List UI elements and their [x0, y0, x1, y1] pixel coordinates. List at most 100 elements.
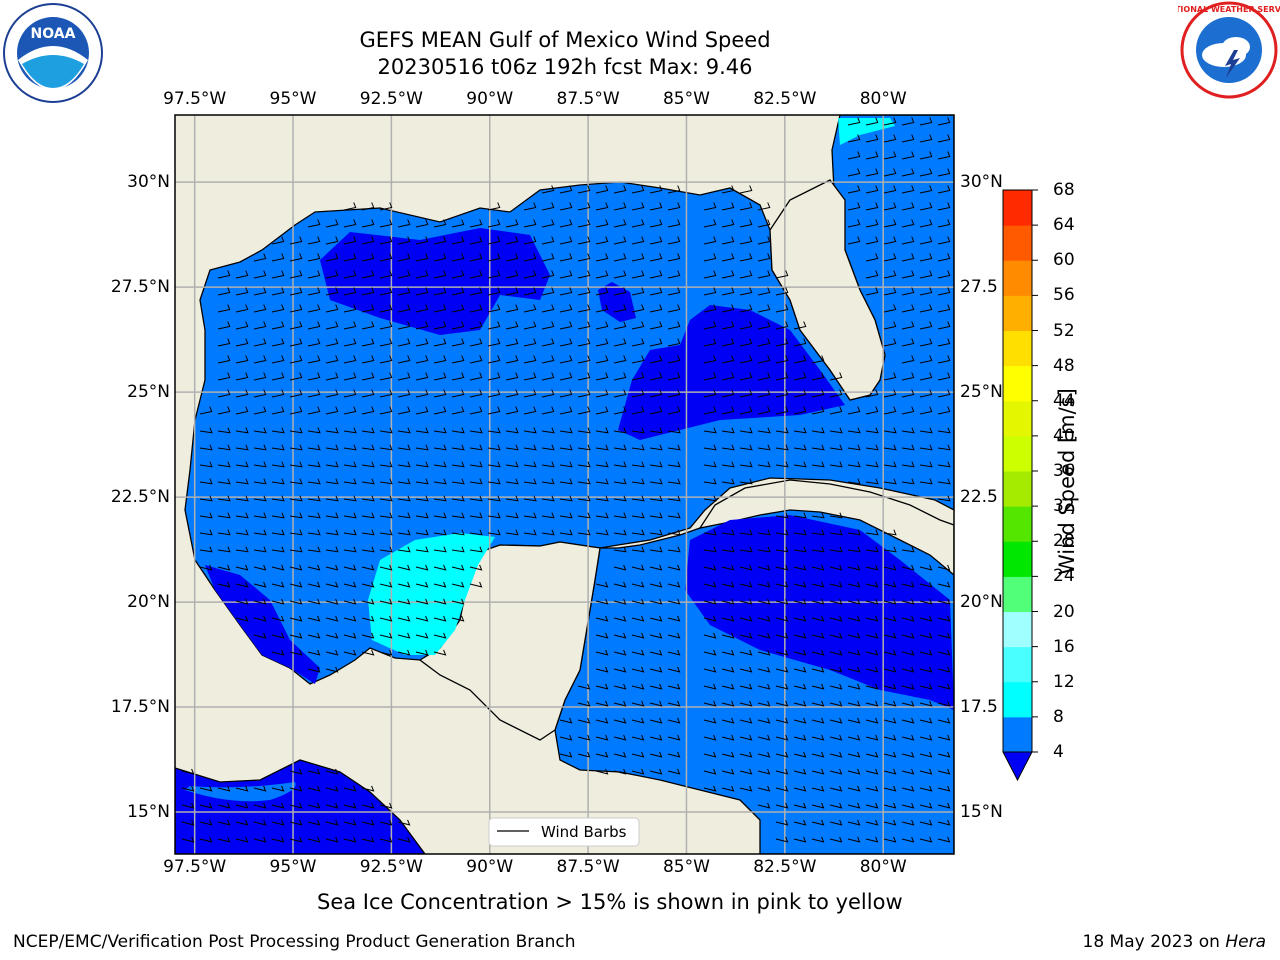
wind-barb [289, 372, 303, 381]
wind-barb [667, 495, 681, 502]
wind-barb [217, 581, 231, 588]
wind-barb [901, 785, 915, 792]
colorbar-tick-label: 52 [1053, 320, 1075, 341]
wind-barb [793, 546, 807, 553]
wind-barb [541, 185, 555, 194]
wind-barb [415, 615, 429, 622]
wind-barb [739, 321, 753, 330]
wind-barb [217, 785, 231, 792]
wind-barb [847, 478, 861, 485]
wind-barb [451, 478, 465, 485]
wind-barb [919, 836, 933, 843]
wind-barb [307, 802, 321, 809]
wind-barb [829, 683, 843, 690]
wind-barb [811, 615, 825, 622]
wind-barb [721, 478, 735, 485]
wind-barb [721, 355, 735, 364]
wind-barb [631, 202, 645, 211]
wind-barb [505, 478, 519, 485]
wind-barb [667, 546, 681, 553]
wind-barb [739, 564, 753, 571]
wind-barb [361, 338, 375, 347]
wind-barb [649, 321, 663, 330]
wind-barb [235, 372, 249, 381]
wind-barb [739, 751, 753, 758]
wind-barb [253, 819, 267, 826]
wind-barb [919, 202, 933, 211]
wind-barb [901, 236, 915, 245]
wind-barb [937, 461, 951, 468]
wind-barb [847, 717, 861, 724]
wind-barb [649, 683, 663, 690]
wind-barb [271, 478, 285, 485]
wind-barb [343, 338, 357, 347]
wind-barb [883, 802, 897, 809]
wind-barb [865, 253, 879, 262]
wind-barb [649, 270, 663, 279]
wind-barb [811, 632, 825, 639]
wind-barb [289, 581, 303, 588]
wind-barb [757, 287, 771, 296]
wind-barb [307, 529, 321, 536]
wind-barb [631, 444, 645, 451]
wind-barb [739, 785, 753, 792]
wind-barb [667, 478, 681, 485]
wind-barb [757, 304, 771, 313]
wind-barb [757, 406, 771, 415]
wind-barb [271, 564, 285, 571]
wind-barb [199, 406, 213, 415]
wind-barb [451, 236, 465, 245]
wind-barb [937, 168, 951, 177]
wind-barb [343, 236, 357, 245]
wind-barb [595, 461, 609, 468]
wind-barb [865, 529, 879, 536]
wind-barb [181, 785, 195, 792]
wind-barb [775, 444, 789, 451]
wind-barb [235, 819, 249, 826]
wind-barb [793, 717, 807, 724]
wind-barb [541, 512, 555, 519]
wind-barb [217, 836, 231, 843]
wind-barb [919, 564, 933, 571]
wind-barb [523, 338, 537, 347]
wind-barb [883, 615, 897, 622]
wind-barb [577, 406, 591, 415]
wind-barb [901, 389, 915, 398]
wind-barb [775, 321, 789, 330]
wind-barb [937, 287, 951, 296]
wind-barb [523, 444, 537, 451]
wind-barb [325, 666, 339, 673]
wind-barb [829, 717, 843, 724]
wind-barb [181, 819, 195, 826]
lon-tick-label: 92.5°W [359, 89, 423, 109]
wind-barb [919, 185, 933, 194]
wind-barb [325, 546, 339, 553]
wind-barb [343, 304, 357, 313]
wind-barb [883, 632, 897, 639]
nws-logo-text: NATIONAL WEATHER SERVICE [1178, 5, 1280, 14]
wind-barb [775, 751, 789, 758]
wind-barb [451, 287, 465, 296]
wind-barb [865, 219, 879, 228]
wind-barb [883, 253, 897, 262]
noaa-logo-text: NOAA [31, 26, 76, 42]
wind-barb [703, 270, 717, 279]
wind-barb [361, 478, 375, 485]
wind-barb [883, 546, 897, 553]
wind-barb [865, 134, 879, 143]
wind-barb [505, 461, 519, 468]
wind-barb [883, 168, 897, 177]
wind-barb [325, 802, 339, 809]
wind-barb [793, 683, 807, 690]
wind-barb [919, 253, 933, 262]
colorbar-band [1003, 576, 1032, 612]
wind-barb [937, 615, 951, 622]
wind-barb [595, 751, 609, 758]
wind-barb [595, 270, 609, 279]
wind-barb [667, 236, 681, 245]
wind-barb [433, 478, 447, 485]
wind-barb [919, 632, 933, 639]
wind-barb [865, 202, 879, 211]
wind-barb [721, 666, 735, 673]
wind-barb [757, 564, 771, 571]
